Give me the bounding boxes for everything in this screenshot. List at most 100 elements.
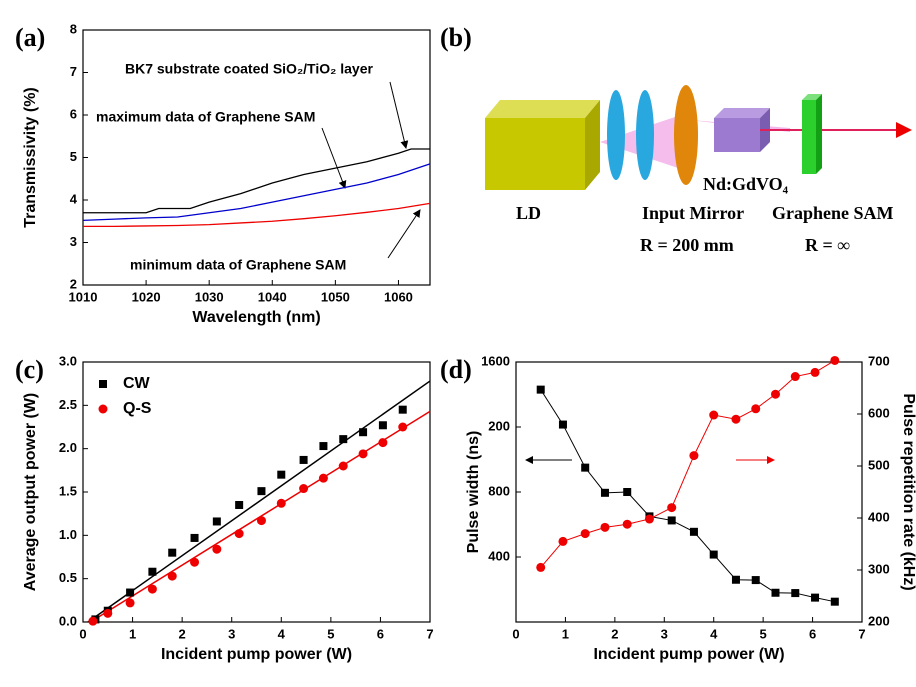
x-tick-label: 1 [562, 626, 569, 641]
marker [771, 588, 780, 597]
marker [398, 405, 407, 414]
y-tick-label: 200 [488, 418, 510, 433]
y-tick-label: 0.5 [59, 570, 77, 585]
x-axis-label: Incident pump power (W) [593, 646, 784, 663]
marker [751, 576, 760, 585]
y-tick-label: 8 [70, 21, 77, 36]
arrows [321, 81, 775, 464]
panel-label: (d) [440, 355, 472, 384]
y-tick-label: 2 [70, 276, 77, 291]
annotation: BK7 substrate coated SiO₂/TiO₂ layer [125, 61, 373, 77]
diagram-text: R = 200 mm [640, 235, 734, 255]
y2-tick-label: 500 [868, 457, 890, 472]
x-axis-label: Wavelength (nm) [192, 309, 320, 326]
x-tick-label: 7 [858, 626, 865, 641]
marker [667, 516, 676, 525]
y-axis-label: Pulse width (ns) [465, 431, 482, 554]
marker [667, 503, 677, 513]
marker [167, 571, 177, 581]
x-tick-label: 7 [426, 626, 433, 641]
diagram-text: LD [516, 203, 541, 223]
x-tick-label: 1050 [321, 289, 350, 304]
marker [623, 488, 632, 496]
marker [830, 355, 840, 365]
diagram-text: Input Mirror [642, 203, 744, 223]
y2-axis-label: Pulse repetition rate (kHz) [900, 393, 916, 590]
plot-frame [515, 361, 863, 623]
marker [235, 501, 244, 509]
marker [125, 598, 135, 608]
y-tick-label: 400 [488, 548, 510, 563]
y2-tick-label: 400 [868, 509, 890, 524]
x-tick-label: 6 [377, 626, 384, 641]
y2-tick-label: 700 [868, 353, 890, 368]
x-tick-label: 0 [79, 626, 86, 641]
marker [689, 527, 698, 536]
y-axis-label: Transmissivity (%) [22, 87, 39, 228]
marker [147, 584, 157, 594]
x-tick-label: 1040 [258, 289, 287, 304]
x-axis-label: Incident pump power (W) [161, 646, 352, 663]
legend-marker [98, 404, 108, 414]
marker [622, 519, 632, 529]
marker [644, 514, 654, 524]
y2-tick-label: 300 [868, 561, 890, 576]
marker [558, 536, 568, 546]
y-tick-label: 2.5 [59, 397, 77, 412]
marker [190, 557, 200, 567]
marker [398, 422, 408, 432]
marker [277, 470, 286, 479]
marker [791, 589, 800, 598]
x-tick-label: 1 [129, 626, 136, 641]
marker [810, 367, 820, 377]
y2-tick-label: 600 [868, 405, 890, 420]
marker [319, 442, 328, 451]
x-tick-label: 5 [760, 626, 767, 641]
x-tick-label: 4 [278, 626, 286, 641]
marker [378, 438, 388, 448]
diagram-text: Graphene SAM [772, 203, 894, 223]
marker [378, 421, 387, 430]
x-tick-label: 3 [228, 626, 235, 641]
marker [103, 608, 113, 618]
marker [234, 529, 244, 539]
marker [536, 562, 546, 572]
marker [126, 588, 135, 597]
marker [811, 593, 820, 602]
x-tick-label: 6 [809, 626, 816, 641]
marker [339, 435, 348, 444]
marker [359, 428, 368, 437]
marker [318, 473, 328, 483]
marker [600, 522, 610, 532]
marker [709, 410, 719, 420]
marker [709, 550, 718, 559]
y-tick-label: 1.0 [59, 527, 77, 542]
y-tick-label: 1.5 [59, 483, 77, 498]
x-tick-label: 1030 [195, 289, 224, 304]
marker [581, 463, 590, 472]
marker [731, 575, 740, 584]
marker [148, 567, 157, 576]
series-line [82, 163, 431, 222]
marker [299, 484, 309, 494]
x-tick-label: 2 [611, 626, 618, 641]
x-tick-label: 3 [661, 626, 668, 641]
y-axis-label: Average output power (W) [22, 393, 39, 592]
y-tick-label: 6 [70, 106, 77, 121]
marker [190, 533, 199, 542]
marker [751, 404, 761, 414]
annotation: maximum data of Graphene SAM [96, 109, 315, 125]
x-tick-label: 1060 [384, 289, 413, 304]
marker [689, 451, 699, 461]
marker [299, 455, 308, 464]
marker [790, 372, 800, 382]
series-line [540, 389, 835, 603]
y-tick-label: 0.0 [59, 613, 77, 628]
annotation: minimum data of Graphene SAM [130, 257, 346, 273]
marker [580, 529, 590, 539]
panel-label: (c) [15, 355, 44, 384]
diagram-text: Nd:GdVO₄ [703, 174, 789, 194]
y-tick-label: 3 [70, 234, 77, 249]
x-tick-label: 2 [179, 626, 186, 641]
legend-label: Q-S [123, 400, 152, 417]
